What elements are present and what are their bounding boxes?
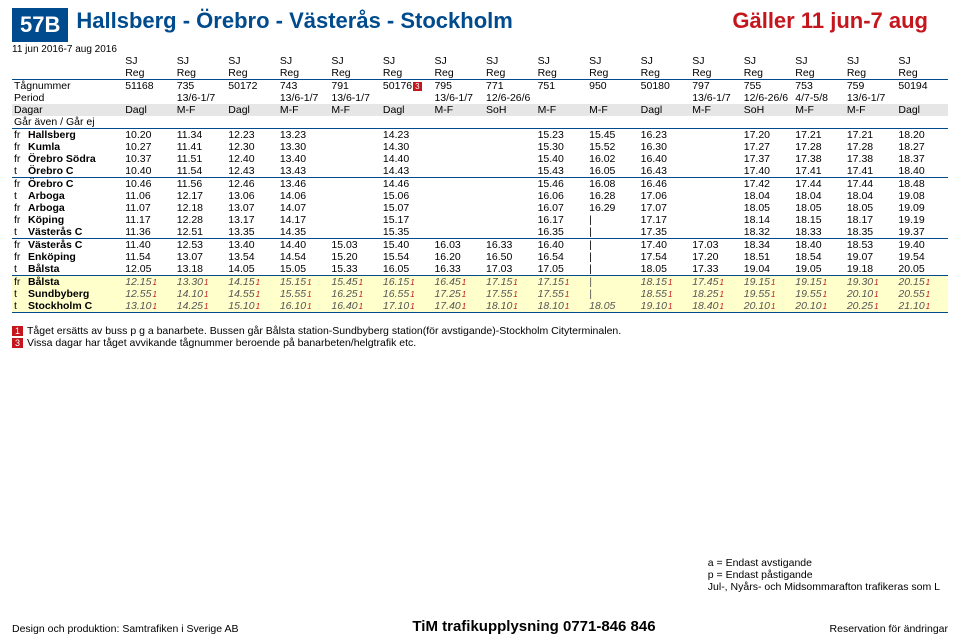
footer-center: TiM trafikupplysning 0771-846 846 xyxy=(412,618,655,635)
header: 57B Hallsberg - Örebro - Västerås - Stoc… xyxy=(12,8,948,42)
footer: Design och produktion: Samtrafiken i Sve… xyxy=(12,618,948,635)
footer-right: Reservation för ändringar xyxy=(830,623,948,635)
timetable: SJSJSJSJSJSJSJSJSJSJSJSJSJSJSJSJRegRegRe… xyxy=(12,55,948,313)
date-range: 11 jun 2016-7 aug 2016 xyxy=(12,44,117,55)
footer-left: Design och produktion: Samtrafiken i Sve… xyxy=(12,623,238,635)
footnotes: 1Tåget ersätts av buss p g a banarbete. … xyxy=(12,325,948,349)
legend: a = Endast avstigandep = Endast påstigan… xyxy=(708,557,940,593)
route-badge: 57B xyxy=(12,8,68,42)
route-title: Hallsberg - Örebro - Västerås - Stockhol… xyxy=(76,8,512,34)
validity-text: Gäller 11 jun-7 aug xyxy=(732,8,948,34)
